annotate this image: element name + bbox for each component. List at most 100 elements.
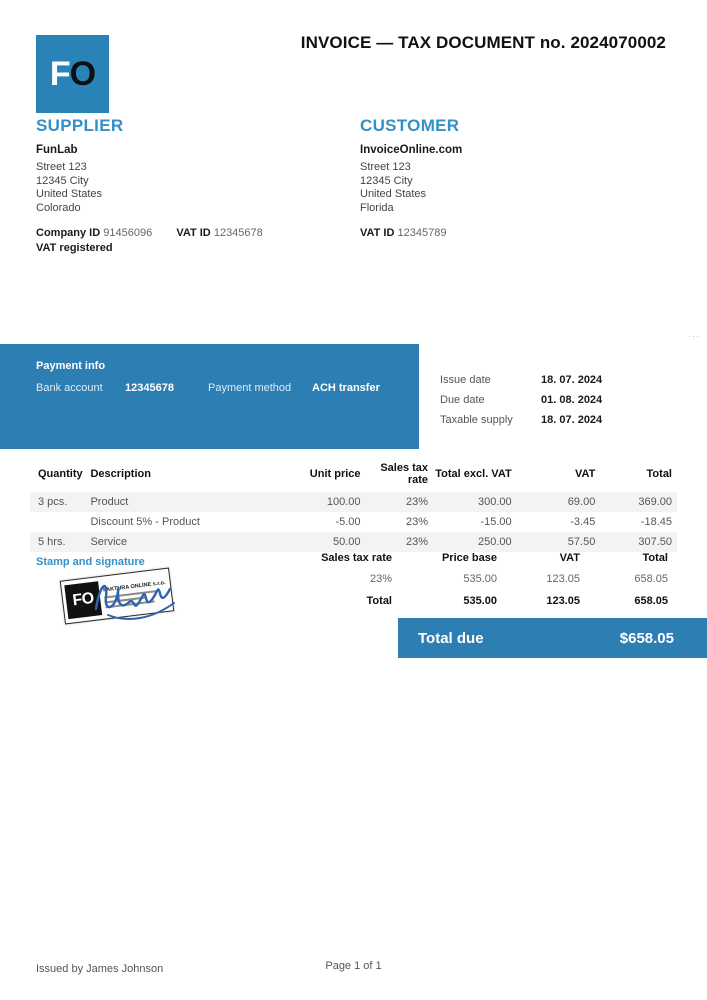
col-header-vat: VAT <box>574 468 596 480</box>
cell-tax-rate: 23% <box>360 532 429 552</box>
cell-total-excl-vat: 250.00 <box>428 532 512 552</box>
cell-total: -18.45 <box>640 516 672 528</box>
cell-vat: 57.50 <box>511 532 596 552</box>
company-id-value: 91456096 <box>103 227 153 239</box>
summary-header-tax-rate: Sales tax rate <box>321 552 392 564</box>
customer-vat-id-label: VAT ID <box>360 227 395 239</box>
dates-panel: Issue date 18. 07. 2024 Due date 01. 08.… <box>440 374 680 434</box>
due-date-value: 01. 08. 2024 <box>541 394 603 406</box>
summary-header-vat: VAT <box>559 552 580 564</box>
cell-unit-price: -5.00 <box>335 516 361 528</box>
col-header-unit-price: Unit price <box>309 468 361 480</box>
cell-description: Service <box>90 532 262 552</box>
company-id-label: Company ID <box>36 227 101 239</box>
items-header-row: Quantity Description Unit price Sales ta… <box>30 457 677 492</box>
stamp-signature-label: Stamp and signature <box>36 556 145 568</box>
summary-cell: Total <box>366 595 392 607</box>
summary-total-row: Total 535.00 123.05 658.05 <box>310 589 668 611</box>
cell-description: Product <box>90 492 262 512</box>
supplier-vat-id-value: 12345678 <box>213 227 263 239</box>
summary-rate-row: 23% 535.00 123.05 658.05 <box>310 569 668 589</box>
bank-account-value: 12345678 <box>125 382 174 394</box>
summary-header-price-base: Price base <box>441 552 497 564</box>
summary-cell: 123.05 <box>546 595 580 607</box>
total-due-label: Total due <box>418 629 484 647</box>
total-due-banner: Total due $658.05 <box>398 618 707 658</box>
summary-cell: 658.05 <box>634 595 668 607</box>
customer-block: InvoiceOnline.com Street 123 12345 City … <box>360 144 660 215</box>
col-header-quantity: Quantity <box>38 468 83 480</box>
payment-info-heading: Payment info <box>36 360 106 372</box>
supplier-vat-id-label: VAT ID <box>176 227 211 239</box>
supplier-address-line: United States <box>36 188 103 200</box>
table-row: Discount 5% - Product -5.00 23% -15.00 -… <box>30 512 677 532</box>
document-title: INVOICE — TAX DOCUMENT no. 2024070002 <box>300 33 666 52</box>
customer-address-line: United States <box>360 188 427 200</box>
vat-registered-note: VAT registered <box>36 242 113 254</box>
cell-quantity <box>30 512 90 532</box>
page-corner-artifact: ··· <box>688 331 700 341</box>
summary-header-total: Total <box>642 552 668 564</box>
summary-cell: 23% <box>369 573 392 585</box>
payment-method-label: Payment method <box>208 382 292 394</box>
date-row: Due date 01. 08. 2024 <box>440 394 680 414</box>
bank-account-label: Bank account <box>36 382 103 394</box>
cell-total-excl-vat: -15.00 <box>480 516 512 528</box>
cell-tax-rate: 23% <box>360 492 429 512</box>
cell-unit-price: 100.00 <box>261 492 361 512</box>
supplier-heading: SUPPLIER <box>36 116 124 135</box>
logo-letter-o: O <box>69 54 96 93</box>
col-header-total: Total <box>646 468 672 480</box>
issue-date-value: 18. 07. 2024 <box>541 374 603 386</box>
col-header-description: Description <box>90 468 151 480</box>
tax-summary-table: Sales tax rate Price base VAT Total 23% … <box>310 547 668 611</box>
supplier-address-line: Colorado <box>36 201 81 214</box>
customer-heading: CUSTOMER <box>360 116 460 135</box>
page-number: Page 1 of 1 <box>325 960 382 972</box>
col-header-sales-tax-rate: Sales tax rate <box>380 462 429 486</box>
customer-name: InvoiceOnline.com <box>360 144 463 156</box>
cell-description: Discount 5% - Product <box>90 516 200 528</box>
date-row: Taxable supply 18. 07. 2024 <box>440 414 680 434</box>
summary-cell: 535.00 <box>463 573 497 585</box>
summary-header-row: Sales tax rate Price base VAT Total <box>310 547 668 569</box>
issued-by: Issued by James Johnson <box>36 963 164 975</box>
payment-method-value: ACH transfer <box>312 382 380 394</box>
customer-vat-id-value: 12345789 <box>397 227 447 239</box>
cell-unit-price: 50.00 <box>261 532 361 552</box>
table-row: 3 pcs. Product 100.00 23% 300.00 69.00 3… <box>30 492 677 512</box>
supplier-ids: Company ID 91456096 VAT ID 12345678 <box>36 227 263 239</box>
supplier-block: FunLab Street 123 12345 City United Stat… <box>36 144 336 215</box>
taxable-supply-label: Taxable supply <box>440 414 513 426</box>
customer-ids: VAT ID 12345789 <box>360 227 446 239</box>
summary-cell: 658.05 <box>634 573 668 585</box>
logo-letter-f: F <box>49 54 71 93</box>
cell-total: 369.00 <box>595 492 677 512</box>
col-header-total-excl-vat: Total excl. VAT <box>435 468 512 480</box>
customer-address-line: Florida <box>360 201 394 214</box>
taxable-supply-value: 18. 07. 2024 <box>541 414 603 426</box>
company-stamp: FO FAKTURA ONLINE s.r.o. <box>59 567 175 625</box>
due-date-label: Due date <box>440 394 485 406</box>
summary-cell: 123.05 <box>546 573 580 585</box>
supplier-address-line: Street 123 <box>36 161 87 173</box>
cell-total-excl-vat: 300.00 <box>428 492 512 512</box>
stamp-text-block: FAKTURA ONLINE s.r.o. <box>103 580 168 609</box>
supplier-name: FunLab <box>36 144 78 156</box>
summary-cell: 535.00 <box>463 595 497 607</box>
payment-info-panel: Payment info Bank account 12345678 Payme… <box>0 344 419 449</box>
issue-date-label: Issue date <box>440 374 491 386</box>
table-row: 5 hrs. Service 50.00 23% 250.00 57.50 30… <box>30 532 677 552</box>
cell-total: 307.50 <box>595 532 677 552</box>
cell-tax-rate: 23% <box>406 516 429 528</box>
supplier-address-line: 12345 City <box>36 174 89 187</box>
line-items-table: Quantity Description Unit price Sales ta… <box>30 457 677 552</box>
cell-quantity: 5 hrs. <box>30 532 91 552</box>
cell-quantity: 3 pcs. <box>30 492 91 512</box>
total-due-amount: $658.05 <box>619 629 674 647</box>
cell-vat: -3.45 <box>570 516 596 528</box>
stamp-logo: FO <box>64 581 103 620</box>
cell-vat: 69.00 <box>511 492 596 512</box>
